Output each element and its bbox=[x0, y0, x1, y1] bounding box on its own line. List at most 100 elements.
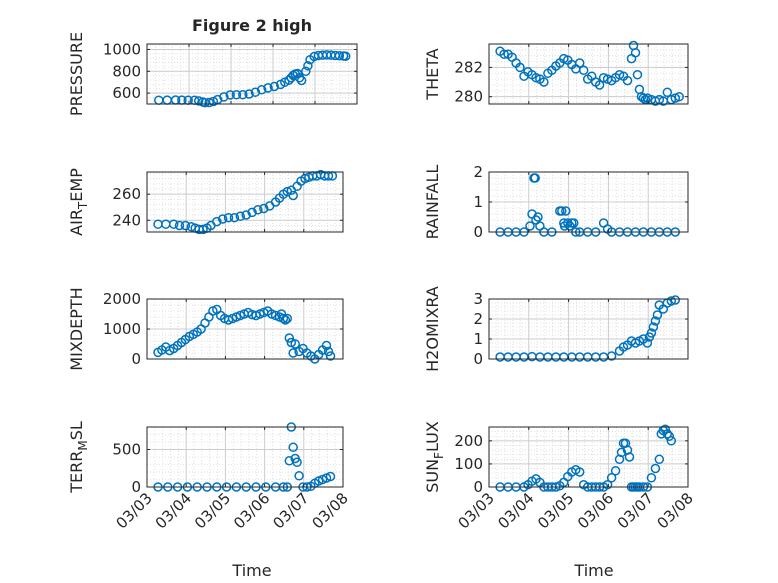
h2omixra-data-point bbox=[642, 338, 653, 348]
terr-msl-axes-frame bbox=[146, 426, 344, 488]
pressure-axes-frame bbox=[146, 43, 358, 105]
terr-msl-y-axis-label-sub: M bbox=[76, 440, 90, 450]
pressure-data-point bbox=[225, 90, 235, 100]
air-temp-data-point bbox=[212, 216, 222, 227]
h2omixra-series bbox=[495, 295, 681, 362]
mixdepth-series bbox=[153, 304, 336, 364]
sun-flux-y-tick-label: 100 bbox=[454, 455, 483, 473]
air-temp-data-point bbox=[288, 190, 298, 201]
subplot-h2omixra: 0 1 2 3 H2OMIXRA bbox=[423, 286, 689, 372]
pressure-y-tick-label: 600 bbox=[112, 84, 141, 102]
air-temp-data-point bbox=[253, 205, 263, 215]
theta-data-point bbox=[674, 91, 684, 102]
theta-data-point bbox=[515, 62, 525, 73]
air-temp-axes-frame bbox=[146, 171, 344, 233]
pressure-y-axis-label: PRESSURE bbox=[67, 32, 86, 116]
mixdepth-data-point bbox=[288, 348, 298, 358]
rainfall-data-point bbox=[557, 206, 567, 216]
air-temp-data-point bbox=[174, 220, 185, 231]
rainfall-data-point bbox=[530, 173, 540, 183]
pressure-data-point bbox=[340, 51, 351, 61]
mixdepth-y-tick-label: 2000 bbox=[103, 290, 141, 308]
subplot-air-temp: 240 260 AIRTEMP bbox=[67, 168, 344, 236]
air-temp-data-point bbox=[241, 210, 251, 220]
figure-title: Figure 2 high bbox=[192, 16, 312, 35]
terr-msl-data-point bbox=[325, 471, 336, 482]
pressure-data-point bbox=[204, 97, 214, 108]
pressure-data-point bbox=[301, 66, 311, 77]
sun-flux-data-point bbox=[616, 447, 627, 458]
sun-flux-data-point bbox=[610, 466, 621, 476]
air-temp-y-tick-label: 260 bbox=[112, 185, 141, 203]
terr-msl-y-axis-label-rest: SL bbox=[67, 421, 86, 440]
sun-flux-data-point bbox=[654, 454, 665, 465]
pressure-data-point bbox=[294, 73, 305, 83]
sun-flux-data-point bbox=[650, 463, 661, 474]
rainfall-data-point bbox=[525, 221, 535, 231]
sun-flux-data-point bbox=[662, 429, 673, 439]
theta-data-point bbox=[539, 77, 549, 87]
sun-flux-y-axis-label-main: SUN bbox=[423, 459, 442, 493]
pressure-data-point bbox=[238, 89, 248, 100]
air-temp-data-point bbox=[223, 212, 234, 223]
theta-data-point bbox=[574, 58, 585, 68]
terr-msl-y-axis-label-main: TERR bbox=[67, 451, 86, 494]
mixdepth-data-point bbox=[321, 340, 332, 351]
mixdepth-y-tick-label: 0 bbox=[131, 350, 141, 368]
theta-y-tick-label: 280 bbox=[454, 88, 483, 106]
h2omixra-data-point bbox=[646, 328, 657, 338]
rainfall-y-tick-label: 2 bbox=[473, 163, 483, 181]
sun-flux-y-axis-label-sub: F bbox=[432, 452, 446, 459]
pressure-y-tick-label: 800 bbox=[112, 62, 141, 80]
air-temp-y-axis-label-main: AIR bbox=[67, 209, 86, 236]
terr-msl-data-point bbox=[294, 471, 304, 481]
pressure-data-point bbox=[219, 92, 229, 102]
theta-axes-frame bbox=[488, 43, 689, 105]
sun-flux-data-point bbox=[666, 436, 677, 446]
mixdepth-data-point bbox=[290, 339, 300, 349]
sun-flux-data-point bbox=[574, 467, 585, 477]
air-temp-data-point bbox=[235, 211, 246, 222]
pressure-data-point bbox=[231, 90, 242, 100]
mixdepth-data-point bbox=[280, 315, 291, 325]
h2omixra-data-point bbox=[606, 351, 617, 361]
mixdepth-data-point bbox=[282, 313, 293, 324]
mixdepth-y-axis-label: MIXDEPTH bbox=[67, 287, 86, 370]
terr-msl-plot-area bbox=[147, 427, 343, 487]
sun-flux-data-point bbox=[602, 479, 613, 490]
air-temp-y-axis-label-sub: T bbox=[76, 201, 90, 210]
theta-y-axis-label: THETA bbox=[423, 48, 442, 100]
h2omixra-data-point bbox=[670, 295, 681, 305]
theta-data-point bbox=[622, 75, 633, 86]
terr-msl-minor-grid bbox=[147, 426, 343, 488]
sun-flux-data-point bbox=[606, 473, 617, 483]
theta-data-point bbox=[499, 49, 509, 59]
sun-flux-y-tick-label: 200 bbox=[454, 432, 483, 450]
rainfall-y-tick-label: 1 bbox=[473, 193, 483, 211]
pressure-data-point bbox=[244, 89, 254, 99]
air-temp-data-point bbox=[217, 214, 228, 224]
h2omixra-data-point bbox=[652, 310, 663, 320]
terr-msl-data-point bbox=[292, 457, 302, 468]
theta-data-point bbox=[632, 69, 643, 80]
theta-data-point bbox=[630, 48, 641, 58]
sun-flux-y-tick-label: 0 bbox=[473, 478, 483, 496]
air-temp-data-point bbox=[259, 203, 269, 214]
terr-msl-y-tick-label: 0 bbox=[131, 478, 141, 496]
terr-msl-y-axis-label: TERRMSL bbox=[67, 421, 90, 494]
theta-data-point bbox=[578, 65, 589, 76]
air-temp-y-tick-label: 240 bbox=[112, 211, 141, 229]
rainfall-y-axis-label: RAINFALL bbox=[423, 165, 442, 240]
rainfall-data-point bbox=[561, 206, 571, 216]
rainfall-series bbox=[495, 173, 681, 237]
terr-msl-y-tick-label: 500 bbox=[112, 441, 141, 459]
pressure-data-point bbox=[269, 81, 280, 92]
mixdepth-data-point bbox=[284, 333, 295, 343]
mixdepth-y-tick-label: 1000 bbox=[103, 320, 141, 338]
rainfall-data-point bbox=[569, 218, 579, 228]
sun-flux-y-axis-label: SUNFLUX bbox=[423, 421, 446, 493]
h2omixra-data-point bbox=[648, 322, 659, 332]
theta-data-point bbox=[594, 80, 605, 90]
h2omixra-y-tick-label: 2 bbox=[473, 310, 483, 328]
